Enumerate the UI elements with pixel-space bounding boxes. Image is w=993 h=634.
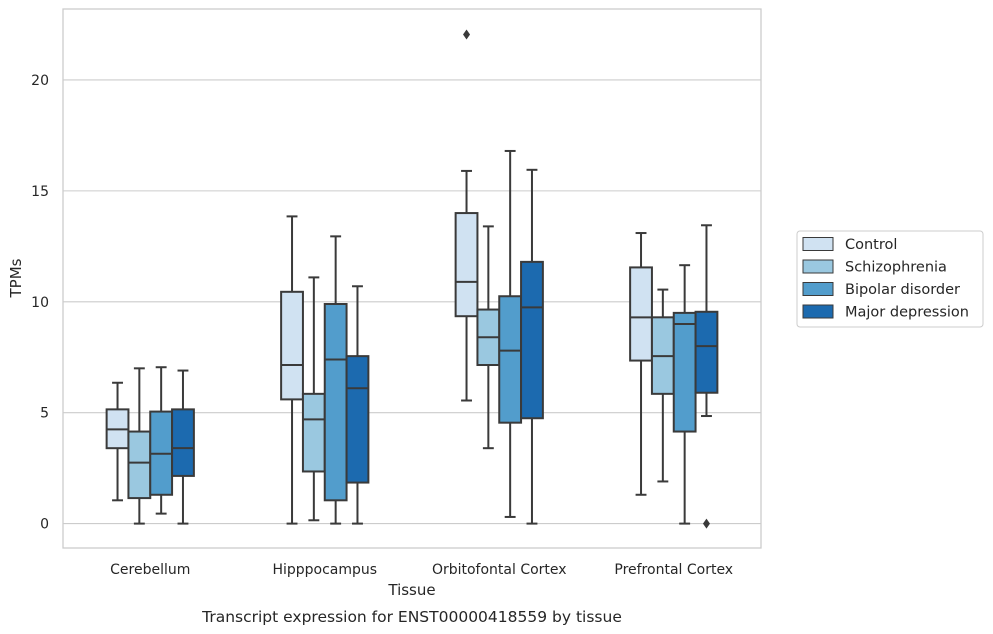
plot-frame	[62, 8, 762, 549]
box-iqr	[672, 311, 697, 433]
box-schizophrenia	[301, 276, 326, 522]
box-control	[105, 381, 130, 502]
legend-swatch	[802, 304, 834, 319]
outlier-marker	[702, 518, 710, 529]
box-groups	[105, 29, 719, 529]
box-iqr	[454, 212, 479, 318]
y-tick-label: 0	[40, 517, 49, 533]
legend-swatch	[802, 282, 834, 296]
y-tick-label: 5	[40, 406, 49, 422]
box-iqr	[171, 408, 195, 477]
box-iqr	[498, 295, 523, 424]
box-iqr	[323, 303, 348, 502]
box-bipolar-disorder	[498, 149, 523, 518]
box-major-depression	[171, 369, 195, 525]
box-control	[454, 29, 479, 402]
y-tick-labels: 0 5 10 15 20	[31, 73, 49, 533]
box-bipolar-disorder	[672, 264, 697, 525]
box-control	[280, 215, 304, 525]
y-tick-label: 15	[31, 184, 49, 200]
box-iqr	[694, 310, 719, 394]
y-tick-label: 10	[31, 295, 49, 311]
x-axis-label: Tissue	[387, 581, 435, 599]
legend-label: Schizophrenia	[845, 260, 947, 276]
box-schizophrenia	[476, 225, 501, 450]
outlier-marker	[463, 29, 471, 40]
box-iqr	[345, 355, 370, 484]
box-iqr	[127, 430, 152, 500]
box-iqr	[301, 392, 326, 473]
box-control	[629, 232, 653, 496]
x-tick-label: Cerebellum	[110, 562, 190, 578]
box-major-depression	[345, 285, 370, 525]
x-tick-label: Prefrontal Cortex	[614, 562, 733, 578]
y-axis-label: TPMs	[7, 258, 25, 298]
legend: Control Schizophrenia Bipolar disorder Majo…	[796, 230, 984, 328]
box-schizophrenia	[127, 367, 152, 525]
box-iqr	[280, 290, 304, 401]
chart-title: Transcript expression for ENST0000041855…	[201, 608, 622, 626]
y-tick-label: 20	[31, 73, 49, 89]
legend-label: Major depression	[845, 305, 969, 321]
legend-frame	[796, 230, 984, 328]
box-major-depression	[520, 168, 544, 525]
x-tick-label: Hipppocampus	[272, 562, 377, 578]
box-iqr	[520, 260, 544, 420]
x-tick-label: Orbitofontal Cortex	[432, 562, 567, 578]
box-bipolar-disorder	[323, 235, 348, 525]
legend-swatch	[802, 237, 834, 251]
legend-swatch	[802, 259, 834, 274]
box-major-depression	[694, 224, 719, 529]
x-tick-labels: Cerebellum Hipppocampus Orbitofontal Corte…	[110, 562, 733, 578]
legend-label: Control	[845, 237, 897, 253]
box-iqr	[629, 266, 653, 362]
legend-label: Bipolar disorder	[845, 282, 960, 298]
